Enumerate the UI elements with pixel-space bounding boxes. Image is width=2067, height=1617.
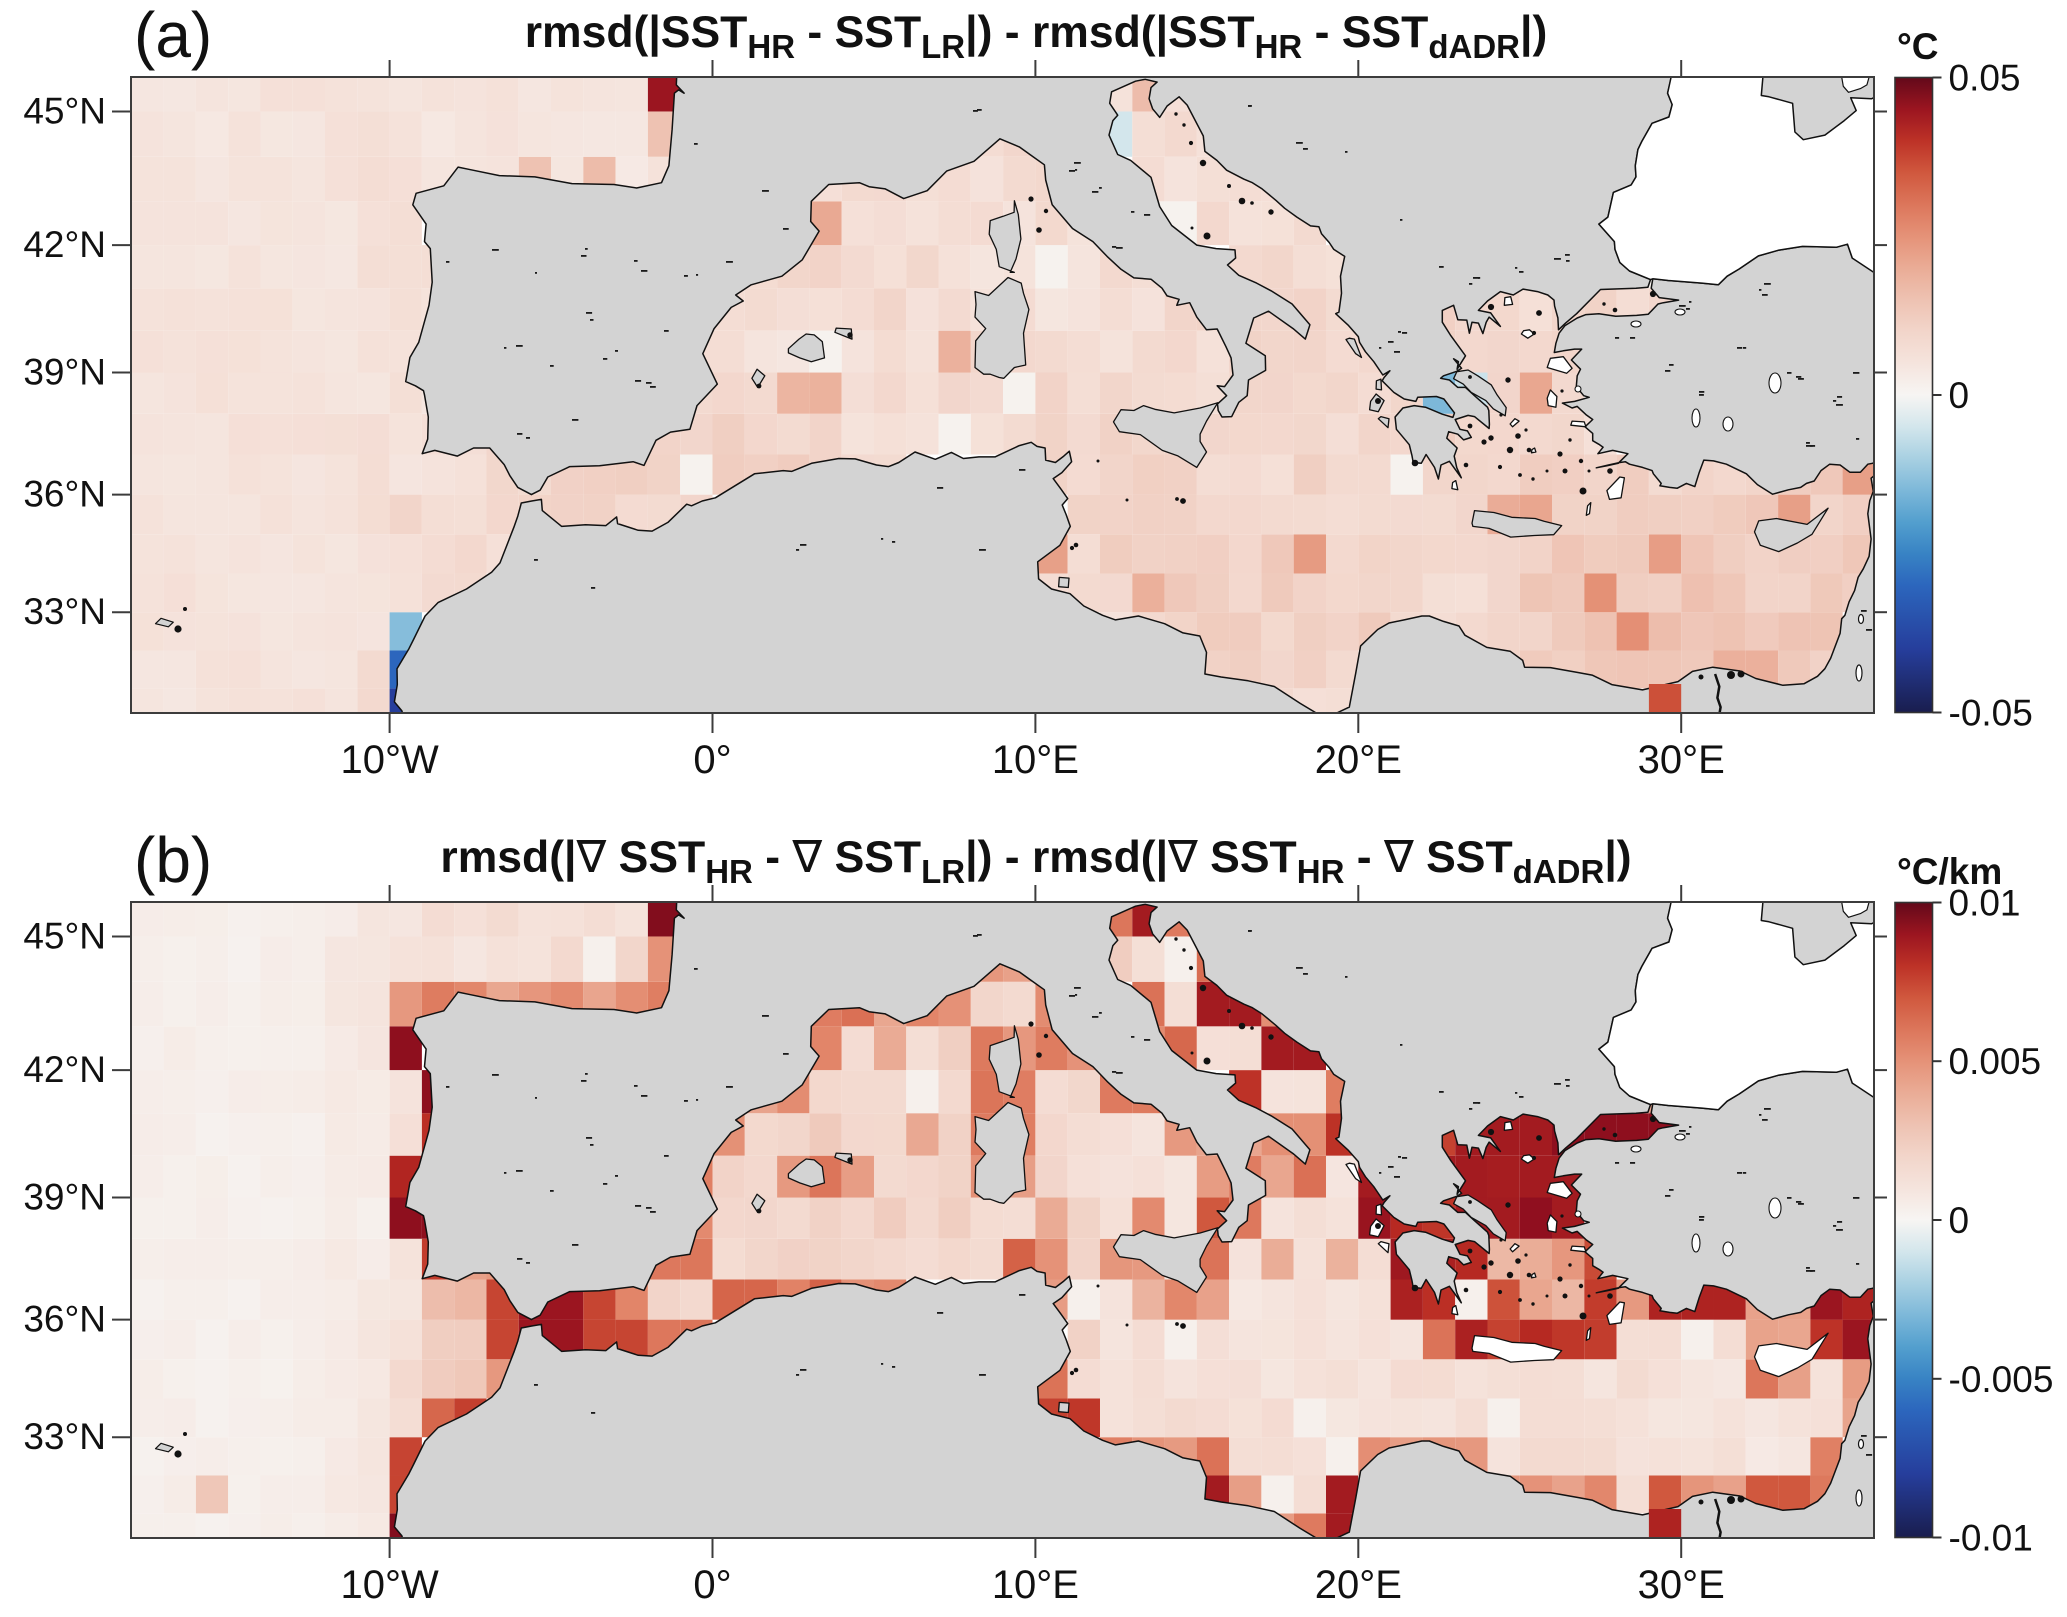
svg-text:rmsd(|∇ SSTHR - ∇ SSTLR|) - rm: rmsd(|∇ SSTHR - ∇ SSTLR|) - rmsd(|∇ SSTH… bbox=[440, 833, 1631, 890]
svg-text:20°E: 20°E bbox=[1315, 738, 1402, 782]
svg-text:39°N: 39°N bbox=[23, 1177, 106, 1218]
svg-text:rmsd(|SSTHR - SSTLR|) - rmsd(|: rmsd(|SSTHR - SSTLR|) - rmsd(|SSTHR - SS… bbox=[525, 8, 1548, 65]
svg-text:0.01: 0.01 bbox=[1949, 883, 2021, 924]
svg-text:33°N: 33°N bbox=[23, 1416, 106, 1457]
svg-text:30°E: 30°E bbox=[1638, 738, 1725, 782]
svg-text:33°N: 33°N bbox=[23, 591, 106, 632]
svg-text:10°E: 10°E bbox=[992, 1563, 1079, 1607]
svg-text:10°W: 10°W bbox=[340, 1563, 438, 1607]
svg-text:-0.005: -0.005 bbox=[1949, 1359, 2054, 1400]
svg-text:30°E: 30°E bbox=[1638, 1563, 1725, 1607]
svg-text:0: 0 bbox=[1949, 1200, 1970, 1241]
svg-text:0.05: 0.05 bbox=[1949, 58, 2021, 99]
svg-text:42°N: 42°N bbox=[23, 224, 106, 265]
svg-text:10°E: 10°E bbox=[992, 738, 1079, 782]
svg-text:0°: 0° bbox=[693, 738, 731, 782]
svg-text:(a): (a) bbox=[134, 0, 212, 71]
svg-text:20°E: 20°E bbox=[1315, 1563, 1402, 1607]
svg-text:42°N: 42°N bbox=[23, 1049, 106, 1090]
svg-text:45°N: 45°N bbox=[23, 916, 106, 957]
svg-text:0: 0 bbox=[1949, 375, 1970, 416]
svg-text:36°N: 36°N bbox=[23, 1299, 106, 1340]
svg-text:39°N: 39°N bbox=[23, 352, 106, 393]
svg-text:36°N: 36°N bbox=[23, 474, 106, 515]
svg-text:-0.05: -0.05 bbox=[1949, 693, 2033, 734]
svg-text:10°W: 10°W bbox=[340, 738, 438, 782]
svg-text:0.005: 0.005 bbox=[1949, 1041, 2042, 1082]
svg-text:°C: °C bbox=[1897, 26, 1939, 67]
svg-text:0°: 0° bbox=[693, 1563, 731, 1607]
svg-text:°C/km: °C/km bbox=[1897, 851, 2002, 892]
svg-text:-0.01: -0.01 bbox=[1949, 1518, 2033, 1559]
svg-text:45°N: 45°N bbox=[23, 91, 106, 132]
svg-text:(b): (b) bbox=[134, 824, 212, 896]
